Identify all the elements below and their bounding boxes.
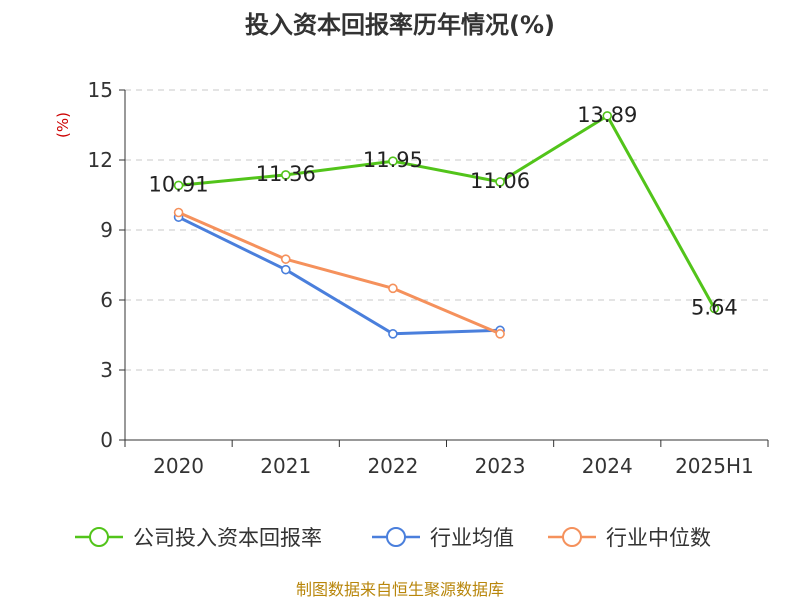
y-tick-label: 12 — [88, 148, 113, 172]
data-point — [173, 207, 184, 218]
data-point — [495, 177, 505, 187]
data-point — [388, 283, 398, 294]
data-label: 11.06 — [470, 169, 530, 193]
y-tick-label: 15 — [88, 78, 113, 102]
data-point — [280, 170, 291, 180]
x-tick-label: 2025H1 — [675, 454, 754, 478]
y-tick-label: 0 — [100, 428, 113, 452]
data-point — [709, 303, 720, 314]
data-point — [495, 329, 505, 339]
y-tick-label: 3 — [100, 358, 113, 382]
data-label: 13.89 — [577, 103, 637, 127]
legend-marker — [562, 527, 582, 547]
legend-marker — [386, 527, 406, 547]
legend-label: 行业中位数 — [606, 526, 711, 550]
series-line — [177, 215, 501, 336]
series-line — [178, 211, 501, 336]
series-line — [178, 114, 716, 310]
data-point — [388, 156, 398, 166]
data-label: 11.95 — [363, 148, 423, 172]
legend-marker — [89, 527, 109, 547]
x-tick-label: 2024 — [582, 454, 633, 478]
y-axis-label: (%) — [54, 112, 72, 138]
data-labels: 10.91 11.36 11.95 11.06 13.89 5.64 — [149, 103, 738, 319]
legend-label: 公司投入资本回报率 — [133, 526, 322, 550]
legend-item[interactable]: 行业中位数 — [548, 526, 711, 550]
legend-label: 行业均值 — [430, 526, 514, 550]
data-point — [173, 180, 184, 191]
x-tick-label: 2021 — [260, 454, 311, 478]
data-label: 10.91 — [149, 172, 209, 196]
legend-item[interactable]: 行业均值 — [372, 526, 514, 550]
chart-title: 投入资本回报率历年情况(%) — [245, 11, 555, 39]
y-tick-label: 9 — [100, 218, 113, 242]
data-point — [280, 264, 291, 275]
axes: 0 3 6 9 12 15 2020 2021 2022 2023 2024 2025H1 — [88, 78, 769, 478]
data-point — [602, 111, 613, 121]
grid — [125, 89, 768, 371]
x-tick-label: 2022 — [367, 454, 418, 478]
data-point — [280, 254, 291, 264]
x-tick-label: 2020 — [153, 454, 204, 478]
data-label: 11.36 — [256, 162, 316, 186]
data-label: 5.64 — [691, 295, 738, 319]
y-tick-label: 6 — [100, 288, 113, 312]
data-point — [388, 329, 398, 339]
source-note: 制图数据来自恒生聚源数据库 — [296, 580, 504, 599]
x-tick-label: 2023 — [475, 454, 526, 478]
series — [173, 111, 720, 339]
legend: 公司投入资本回报率 行业均值 行业中位数 — [75, 526, 711, 550]
legend-item[interactable]: 公司投入资本回报率 — [75, 526, 322, 550]
